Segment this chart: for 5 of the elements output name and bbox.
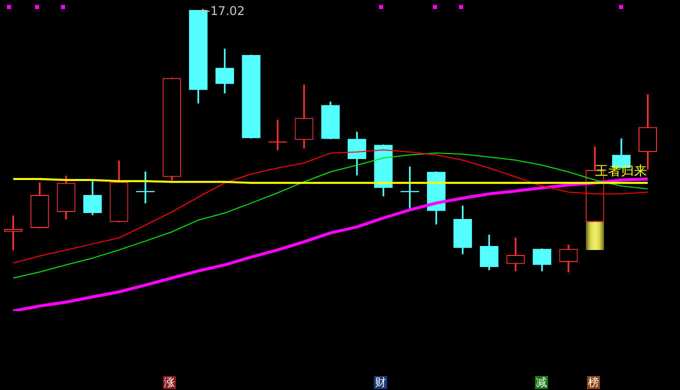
text: 榜 — [587, 376, 600, 389]
text: 涨 — [163, 376, 176, 389]
text: 减 — [535, 376, 548, 389]
annotation: ←17.02 — [200, 4, 245, 18]
text: 财 — [374, 376, 387, 389]
